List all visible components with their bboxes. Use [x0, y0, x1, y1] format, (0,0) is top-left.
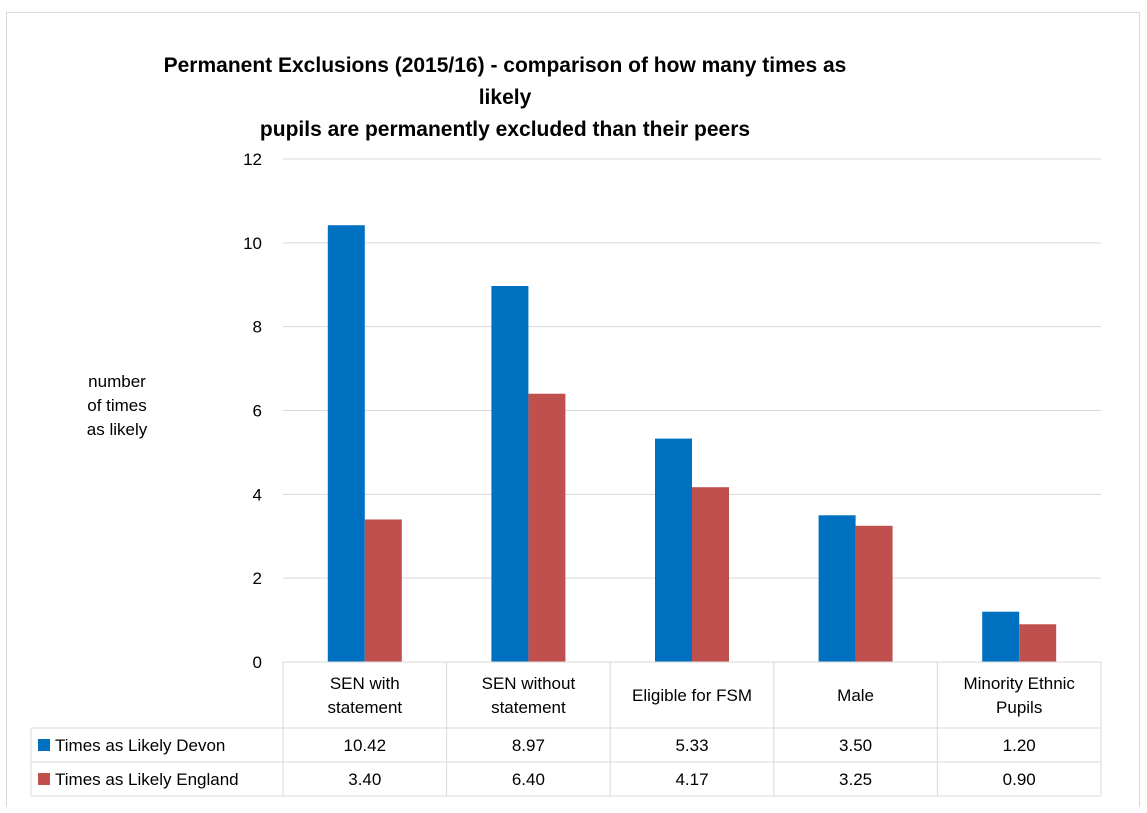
bar-devon	[655, 438, 692, 662]
y-tick-label: 4	[253, 485, 262, 504]
y-axis-title-line: as likely	[86, 420, 148, 439]
y-axis-title-line: number	[88, 372, 146, 391]
data-table-value: 1.20	[1003, 736, 1036, 755]
bar-devon	[327, 225, 365, 662]
legend-key-england	[38, 773, 50, 785]
bar-england	[855, 525, 893, 662]
y-tick-label: 0	[253, 653, 262, 672]
data-table-value: 8.97	[512, 736, 545, 755]
y-axis-title: number of times as likely	[72, 370, 162, 442]
category-label: statement	[327, 698, 402, 717]
y-tick-label: 10	[243, 234, 262, 253]
y-tick-label: 12	[243, 150, 262, 169]
category-label: Male	[837, 686, 874, 705]
category-label: SEN with	[330, 674, 400, 693]
legend-label: Times as Likely Devon	[55, 736, 225, 755]
bar-devon	[818, 515, 856, 662]
y-tick-label: 2	[253, 569, 262, 588]
data-table-value: 3.40	[348, 770, 381, 789]
data-table-value: 6.40	[512, 770, 545, 789]
data-table-value: 5.33	[675, 736, 708, 755]
category-label: Minority Ethnic	[963, 674, 1075, 693]
chart-title-line-1: Permanent Exclusions (2015/16) - compari…	[163, 54, 847, 109]
bar-england	[364, 519, 402, 662]
data-table-value: 3.25	[839, 770, 872, 789]
legend-label: Times as Likely England	[55, 770, 239, 789]
y-tick-label: 6	[253, 402, 262, 421]
chart-title-line-2: pupils are permanently excluded than the…	[259, 118, 751, 141]
bar-england	[528, 393, 566, 662]
bar-england	[692, 487, 729, 662]
category-label: Eligible for FSM	[632, 686, 752, 705]
legend-key-devon	[38, 739, 50, 751]
data-table-value: 4.17	[675, 770, 708, 789]
data-table-value: 0.90	[1003, 770, 1036, 789]
category-label: Pupils	[996, 698, 1042, 717]
data-table-value: 3.50	[839, 736, 872, 755]
y-axis-title-line: of times	[87, 396, 147, 415]
bar-england	[1019, 624, 1057, 662]
bar-devon	[982, 611, 1020, 662]
category-label: SEN without	[482, 674, 576, 693]
y-tick-label: 8	[253, 318, 262, 337]
bar-devon	[491, 286, 529, 662]
chart-title: Permanent Exclusions (2015/16) - compari…	[140, 50, 870, 146]
chart-frame	[6, 12, 1140, 807]
data-table-value: 10.42	[344, 736, 387, 755]
category-label: statement	[491, 698, 566, 717]
